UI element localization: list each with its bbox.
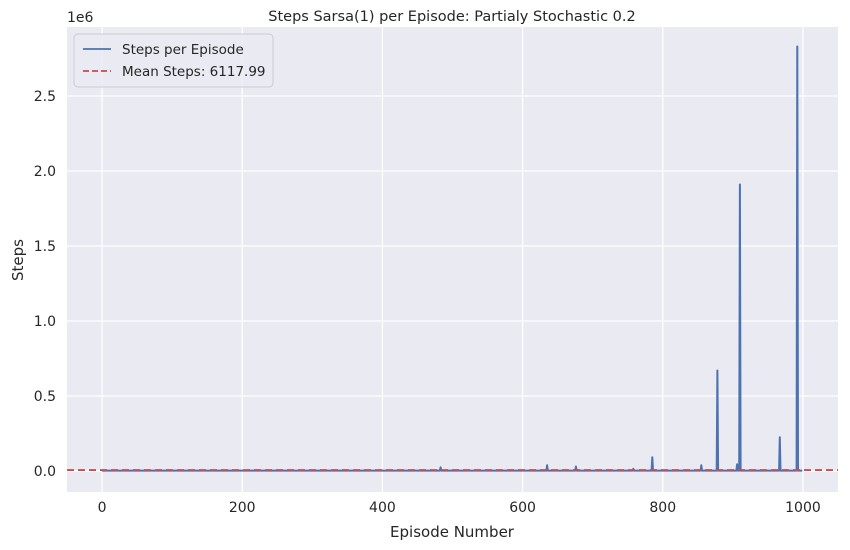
chart-title: Steps Sarsa(1) per Episode: Partialy Sto…	[268, 9, 635, 25]
legend-label-steps: Steps per Episode	[122, 42, 244, 58]
x-tick-label: 800	[649, 500, 676, 516]
data-point	[739, 183, 741, 186]
data-point	[440, 466, 442, 468]
legend-label-mean: Mean Steps: 6117.99	[122, 64, 266, 80]
data-point	[716, 369, 719, 372]
x-axis-label: Episode Number	[390, 523, 515, 541]
legend-box	[73, 33, 274, 88]
y-axis-label: Steps	[9, 239, 27, 281]
data-point	[700, 464, 702, 466]
x-tick-label: 600	[509, 500, 536, 516]
y-tick-label: 1.5	[34, 239, 56, 255]
y-tick-label: 0.5	[34, 389, 56, 405]
data-layer	[67, 45, 838, 472]
y-tick-label: 2.0	[34, 164, 56, 180]
legend: Steps per Episode Mean Steps: 6117.99	[73, 33, 274, 88]
x-tick-label: 0	[98, 500, 107, 516]
data-point	[736, 463, 738, 465]
data-point	[796, 45, 798, 48]
x-tick-label: 200	[229, 500, 256, 516]
x-tick-label: 400	[369, 500, 396, 516]
x-tick-label: 1000	[785, 500, 821, 516]
y-offset-label: 1e6	[67, 10, 94, 26]
data-point	[575, 465, 577, 468]
y-tick-label: 1.0	[34, 314, 56, 330]
y-tick-label: 2.5	[34, 89, 56, 105]
y-tick-label: 0.0	[34, 464, 56, 480]
data-point	[632, 468, 634, 470]
tick-labels: 0 200 400 600 800 1000 0.0 0.5 1.0 1.5 2.0 2.5	[34, 89, 821, 516]
data-point	[779, 436, 781, 438]
plot-area	[67, 27, 838, 492]
data-point	[546, 464, 548, 466]
data-point	[651, 456, 653, 458]
